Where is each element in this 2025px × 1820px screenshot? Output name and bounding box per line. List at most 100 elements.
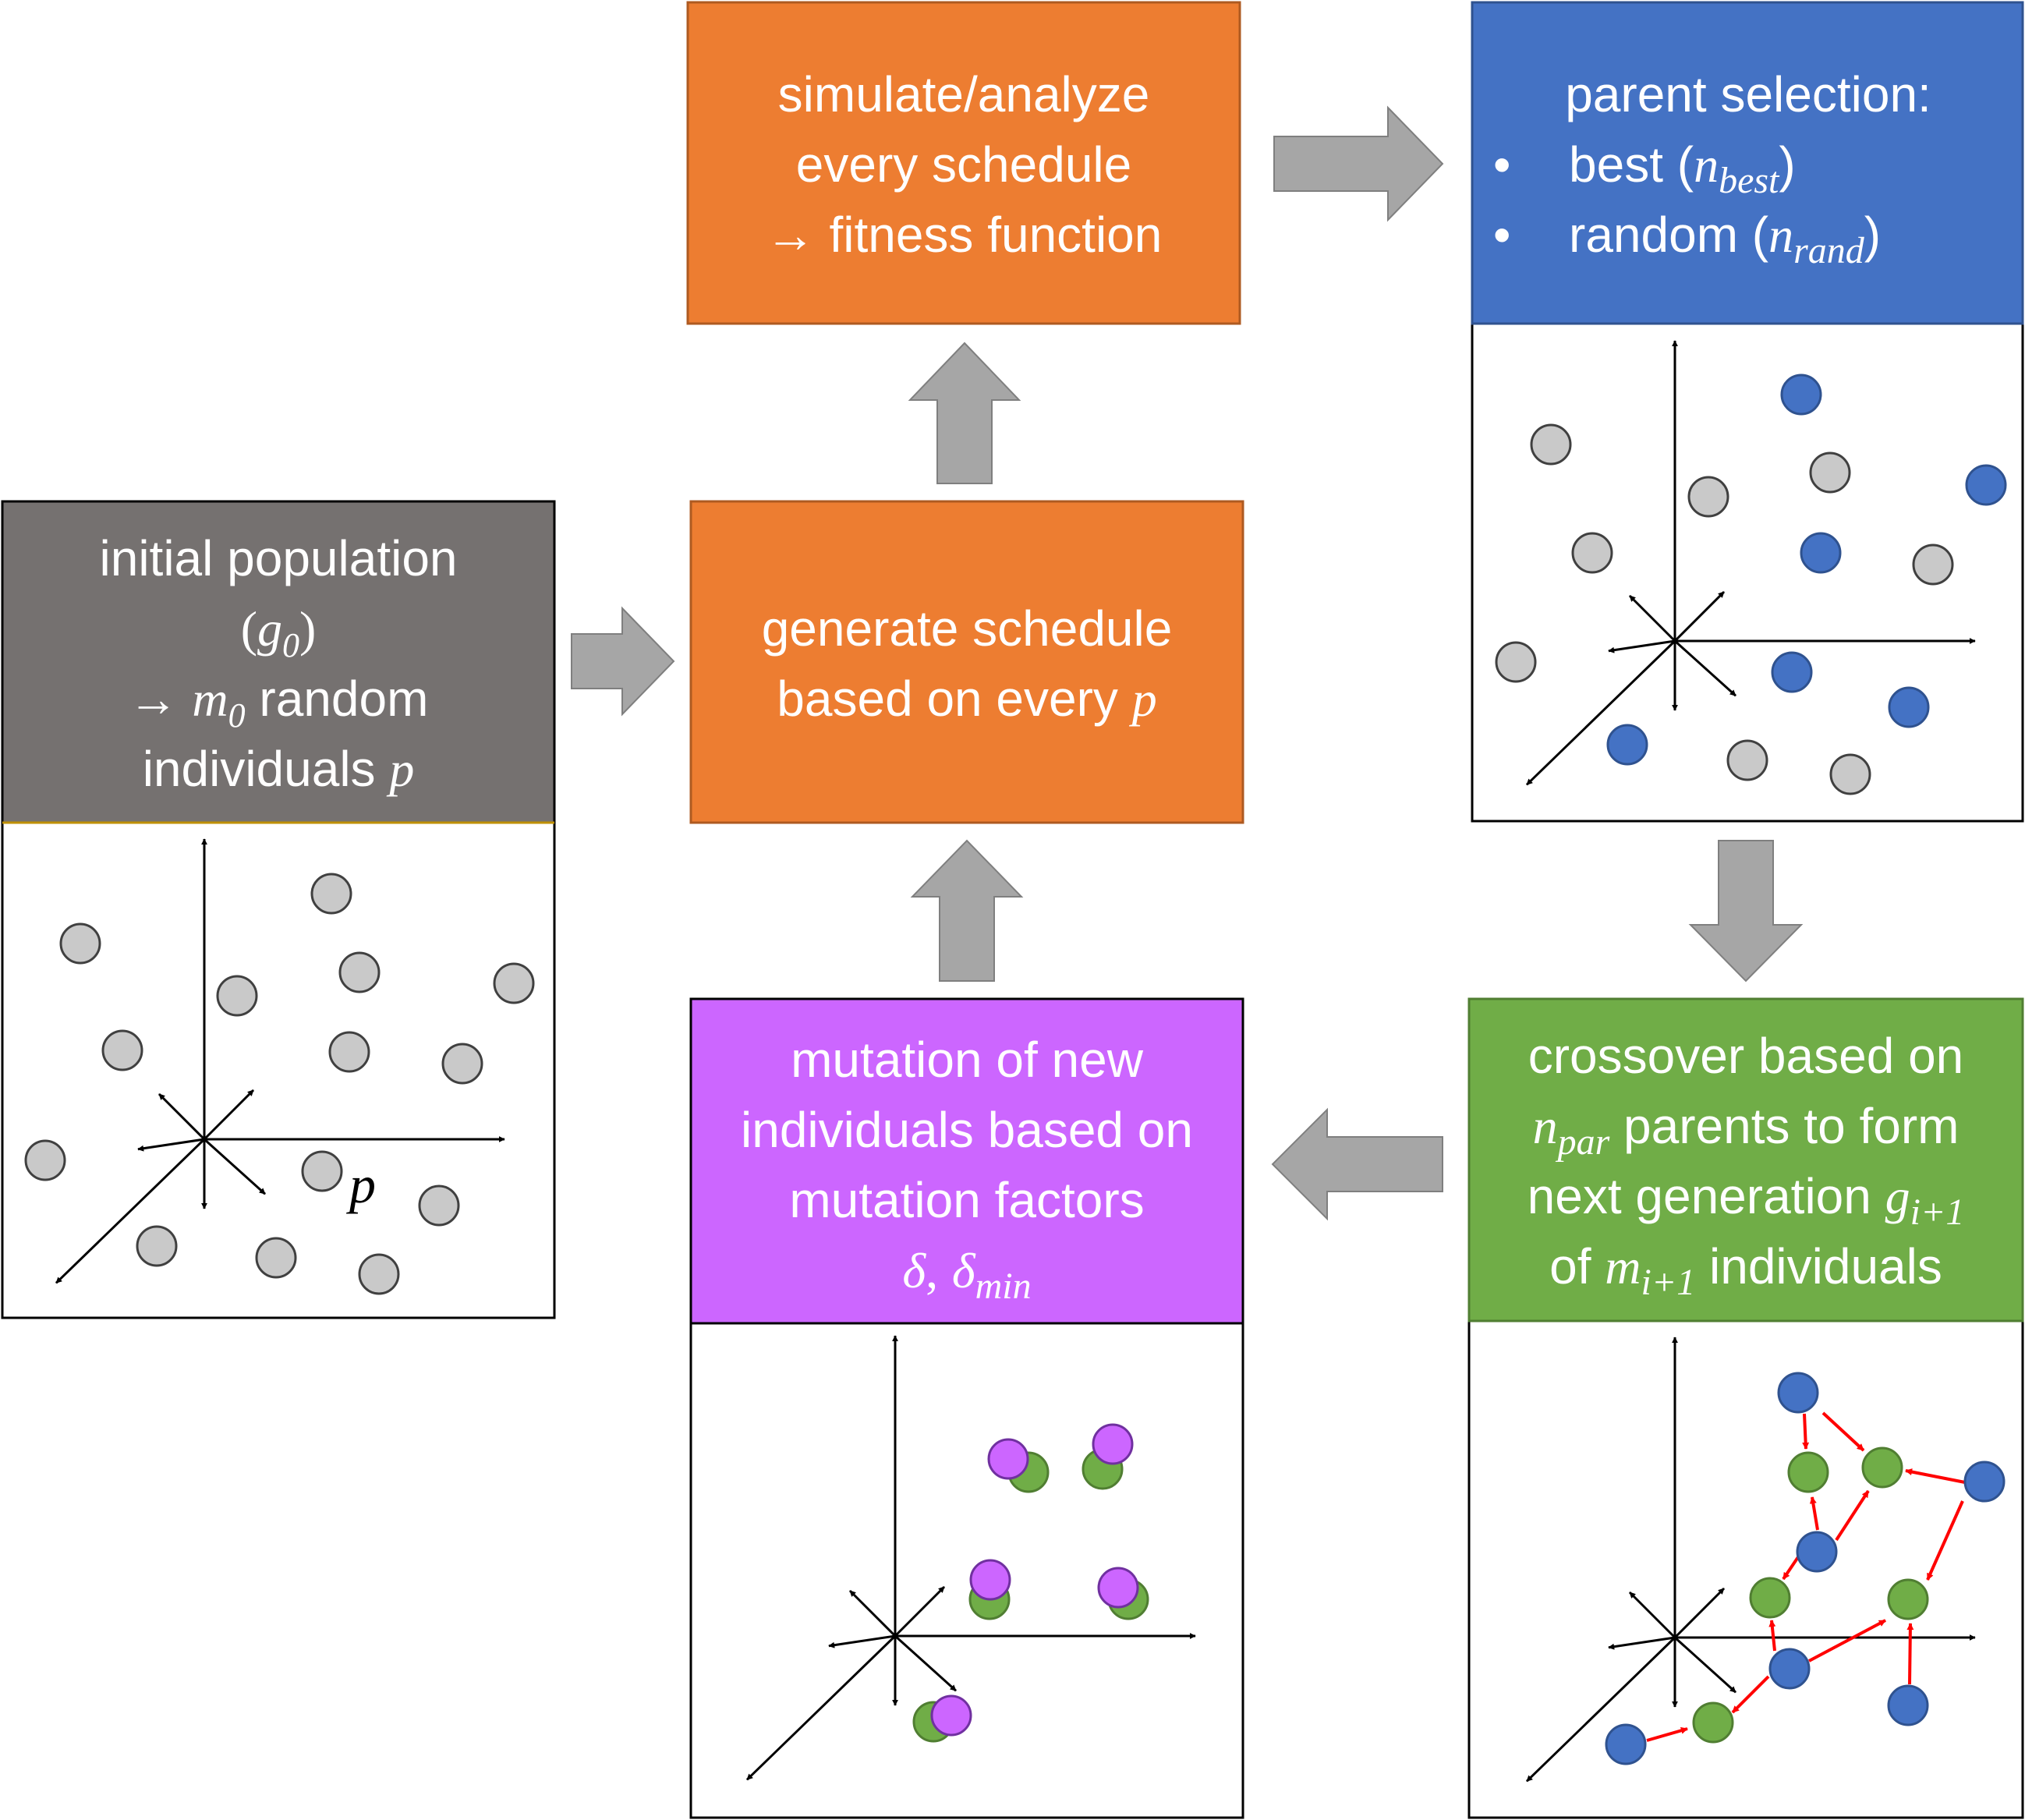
individual-dot: [1829, 753, 1871, 795]
crossover-line3: next generation gi+1: [1528, 1168, 1965, 1233]
selected-parent-dot: [1606, 724, 1648, 766]
individual-dot: [24, 1139, 66, 1181]
crossover-arrow: [1835, 1489, 1870, 1542]
initial-population-header: [1, 500, 556, 824]
selected-parent-dot: [1965, 464, 2007, 506]
mutation-axes: [745, 1335, 1196, 1781]
individual-dot: [1571, 532, 1613, 574]
crossover-header: [1467, 997, 2024, 1323]
axis-lower-right-arrow: [203, 1138, 267, 1195]
axis-left-arrow: [828, 1634, 896, 1648]
selected-parent-dot: [1888, 686, 1930, 728]
simulate-analyze-box: simulate/analyze every schedule → fitnes…: [686, 1, 1241, 325]
individual-dot: [255, 1237, 297, 1279]
parent-selection-best: best (nbest): [1569, 136, 1796, 201]
parent-selection-dots: [1495, 374, 2007, 795]
mutation-line3: mutation factors: [789, 1172, 1144, 1228]
parent-dot: [1887, 1684, 1929, 1726]
parent-dot: [1796, 1531, 1838, 1573]
crossover-arrow: [1821, 1411, 1865, 1452]
axis-upper-right-arrow: [1673, 1587, 1726, 1639]
crossover-arrow: [1926, 1500, 1964, 1581]
mutation-header: [689, 997, 1244, 1325]
individual-dot: [418, 1184, 460, 1227]
mutated-dot: [969, 1559, 1011, 1601]
crossover-line2: npar parents to form: [1533, 1098, 1960, 1163]
bullet-icon: •: [1493, 207, 1510, 263]
crossover-line1: crossover based on: [1528, 1028, 1964, 1084]
individual-dot: [310, 873, 352, 915]
crossover-arrow: [1768, 1620, 1776, 1652]
mutation-panel: mutation of new individuals based on mut…: [689, 997, 1244, 1819]
mutation-line2: individuals based on: [741, 1102, 1193, 1158]
selected-parent-dot: [1771, 651, 1813, 693]
parent-dot: [1777, 1372, 1819, 1414]
offspring-dot: [1787, 1451, 1829, 1493]
offspring-dot: [1749, 1577, 1791, 1619]
individual-dot: [358, 1253, 400, 1295]
axis-upper-left-arrow: [1628, 1591, 1676, 1639]
crossover-arrow: [1808, 1619, 1886, 1662]
axis-left-arrow: [1608, 1636, 1676, 1650]
bullet-icon: •: [1493, 136, 1510, 193]
flow-arrows: [571, 105, 1804, 1221]
mutated-dot: [1097, 1567, 1139, 1609]
selected-parent-dot: [1800, 532, 1842, 574]
parent-dot: [1963, 1461, 2006, 1503]
mutated-dot: [987, 1438, 1029, 1480]
parent-selection-axes: [1525, 340, 1976, 786]
parent-dot: [1605, 1723, 1647, 1765]
axis-diagonal-arrow: [1525, 1636, 1676, 1783]
mutated-dot: [1092, 1423, 1134, 1465]
initial-population-axes: [55, 838, 505, 1284]
axis-diagonal-arrow: [1525, 639, 1676, 786]
axis-upper-right-arrow: [1673, 590, 1726, 643]
offspring-dot: [1861, 1446, 1903, 1489]
arrow-left-icon: [1271, 1107, 1443, 1221]
crossover-axes: [1525, 1337, 1976, 1783]
axis-diagonal-arrow: [745, 1634, 897, 1781]
mutation-dots: [912, 1423, 1149, 1743]
individual-dot: [1687, 476, 1729, 518]
offspring-dot: [1887, 1578, 1929, 1620]
individual-dot: [1809, 451, 1851, 494]
axis-lower-right-arrow: [1673, 1636, 1737, 1694]
axis-upper-left-arrow: [1628, 594, 1676, 643]
individual-dot: [441, 1043, 483, 1085]
crossover-panel: crossover based on npar parents to form …: [1467, 997, 2024, 1819]
axis-lower-right-arrow: [1673, 639, 1737, 697]
parent-selection-panel: parent selection: • best (nbest) • rando…: [1471, 1, 2024, 823]
mutation-line1: mutation of new: [791, 1032, 1144, 1088]
axis-upper-left-arrow: [848, 1589, 897, 1638]
individual-dot: [1530, 423, 1572, 466]
initial-population-title: initial population: [100, 530, 458, 586]
mutation-line4: δ, δmin: [902, 1242, 1031, 1307]
arrow-up-icon: [908, 342, 1021, 484]
individual-dot: [216, 975, 258, 1017]
generate-schedule-box: generate schedule based on every p: [689, 500, 1244, 824]
axis-lower-right-arrow: [894, 1634, 958, 1692]
axis-upper-left-arrow: [158, 1092, 206, 1141]
selected-parent-dot: [1780, 374, 1822, 416]
parent-selection-title: parent selection:: [1565, 66, 1931, 122]
individual-dot: [136, 1225, 178, 1267]
crossover-arrow: [1809, 1496, 1819, 1531]
crossover-dots: [1605, 1372, 2006, 1765]
crossover-red-arrows: [1646, 1411, 1966, 1742]
individual-dot: [1726, 739, 1768, 781]
individual-dot: [59, 922, 101, 965]
arrow-right-icon: [1273, 105, 1444, 222]
crossover-arrow: [1905, 1468, 1966, 1484]
crossover-arrow: [1731, 1675, 1770, 1714]
generate-schedule-line1: generate schedule: [762, 600, 1173, 657]
individual-dot: [1912, 544, 1954, 586]
initial-population-generation: (g0): [241, 601, 317, 664]
parent-dot: [1768, 1648, 1811, 1690]
parent-selection-random: random (nrand): [1569, 207, 1881, 271]
axis-upper-right-arrow: [894, 1585, 946, 1638]
generate-schedule-line2: based on every p: [777, 671, 1156, 727]
simulate-line3: → fitness function: [766, 207, 1163, 263]
axis-diagonal-arrow: [55, 1138, 206, 1284]
axis-left-arrow: [1608, 639, 1676, 653]
initial-population-individuals: individuals p: [143, 741, 415, 797]
